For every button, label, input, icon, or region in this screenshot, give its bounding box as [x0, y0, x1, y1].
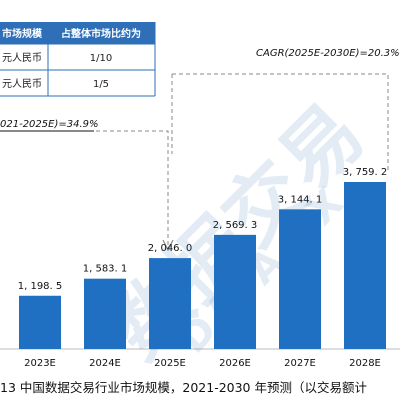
x-tick-label: 2024E — [89, 358, 121, 369]
cagr-left-connector — [96, 130, 169, 246]
bar-2025E — [149, 258, 191, 349]
bar-value-label: 3, 144. 1 — [278, 194, 323, 205]
table-row2-col1: 元人民币 — [2, 78, 42, 90]
cagr-right-label: CAGR(2025E-2030E)=20.3% — [256, 48, 400, 59]
x-tick-label: 2027E — [284, 358, 316, 369]
table-row1-col2: 1/10 — [90, 53, 112, 64]
bar-value-label: 3, 759. 2 — [343, 167, 388, 178]
cagr-arrow-head — [162, 239, 174, 252]
bar-value-label: 2, 569. 3 — [213, 220, 258, 231]
bar-2028E — [344, 182, 386, 349]
x-tick-label: 2026E — [219, 358, 251, 369]
x-tick-label: 2028E — [349, 358, 381, 369]
bar-2026E — [214, 234, 256, 349]
table-header-col2: 占整体市场比约为 — [61, 27, 141, 40]
market-size-table: 市场规模 占整体市场比约为 元人民币 1/10 元人民币 1/5 — [0, 22, 156, 97]
cagr-right-bracket — [172, 73, 389, 170]
x-tick-label: 2025E — [154, 358, 186, 369]
bar-2023E — [19, 295, 61, 349]
table-header-bg — [0, 22, 155, 44]
bar-value-label: 1, 198. 5 — [18, 281, 63, 292]
table-row2-col2: 1/5 — [93, 79, 109, 90]
figure-caption: 13 中国数据交易行业市场规模，2021-2030 年预测（以交易额计 — [0, 380, 367, 395]
bar-2024E — [84, 278, 126, 349]
bars-layer: 1, 198. 5 2023E 1, 583. 1 2024E 2, 046. 0 202… — [18, 167, 388, 369]
table-header-col1: 市场规模 — [2, 27, 43, 40]
bar-value-label: 2, 046. 0 — [148, 243, 193, 254]
bar-value-label: 1, 583. 1 — [83, 264, 128, 275]
x-tick-label: 2023E — [24, 358, 56, 369]
bar-2027E — [279, 209, 321, 349]
table-row1-col1: 元人民币 — [2, 52, 42, 64]
cagr-left-label: 021-2025E)=34.9% — [0, 119, 99, 130]
